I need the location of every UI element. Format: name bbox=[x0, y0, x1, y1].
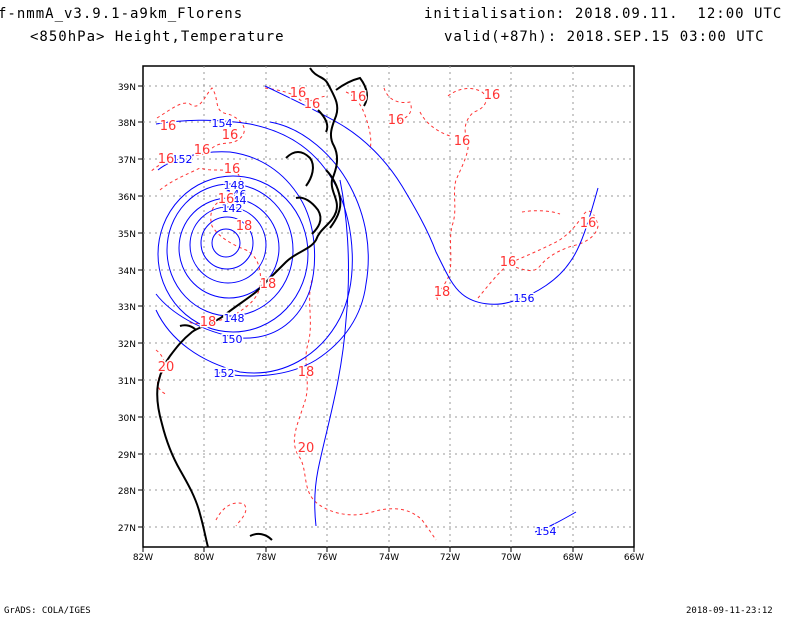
lon-label: 74W bbox=[379, 553, 399, 563]
temperature-label: 16 bbox=[500, 255, 517, 270]
lon-label: 70W bbox=[501, 553, 521, 563]
lat-label: 38N bbox=[118, 119, 136, 129]
temperature-label: 16 bbox=[454, 134, 471, 149]
lat-label: 29N bbox=[118, 451, 136, 461]
lat-label: 32N bbox=[118, 340, 136, 350]
latitude-labels: 27N 28N 29N 30N 31N 32N 33N 34N 35N 36N 37N 38N 39N bbox=[118, 83, 136, 534]
temperature-label: 16 bbox=[194, 143, 211, 158]
height-label: 142 bbox=[222, 202, 243, 215]
lat-label: 30N bbox=[118, 414, 136, 424]
temperature-label: 16 bbox=[160, 119, 177, 134]
lat-label: 37N bbox=[118, 156, 136, 166]
coastline bbox=[156, 67, 368, 548]
height-label: 154 bbox=[212, 117, 233, 130]
temperature-label: 18 bbox=[236, 219, 253, 234]
lat-label: 31N bbox=[118, 377, 136, 387]
height-label: 146 bbox=[226, 188, 247, 201]
init-time: initialisation: 2018.09.11. 12:00 UTC bbox=[424, 6, 783, 22]
lat-label: 35N bbox=[118, 230, 136, 240]
lon-label: 76W bbox=[317, 553, 337, 563]
temperature-label: 18 bbox=[298, 365, 315, 380]
height-label: 154 bbox=[536, 525, 557, 538]
field-title: <850hPa> Height,Temperature bbox=[30, 29, 285, 45]
temperature-contours bbox=[149, 87, 599, 541]
temperature-label: 16 bbox=[158, 152, 175, 167]
lat-label: 34N bbox=[118, 267, 136, 277]
lat-label: 36N bbox=[118, 193, 136, 203]
temperature-label: 16 bbox=[290, 86, 307, 101]
model-title: f-nmmA_v3.9.1-a9km_Florens bbox=[0, 6, 244, 22]
height-label: 148 bbox=[224, 312, 245, 325]
lon-label: 66W bbox=[624, 553, 644, 563]
temperature-label: 16 bbox=[304, 97, 321, 112]
height-label: 144 bbox=[226, 194, 247, 207]
height-label: 152 bbox=[172, 153, 193, 166]
height-label: 152 bbox=[214, 367, 235, 380]
axis-ticks bbox=[138, 85, 635, 552]
lon-label: 80W bbox=[194, 553, 214, 563]
lon-label: 68W bbox=[563, 553, 583, 563]
lon-label: 72W bbox=[440, 553, 460, 563]
temperature-label: 16 bbox=[388, 113, 405, 128]
lat-label: 27N bbox=[118, 524, 136, 534]
temperature-label: 16 bbox=[350, 90, 367, 105]
height-label: 156 bbox=[514, 292, 535, 305]
lon-label: 78W bbox=[256, 553, 276, 563]
height-label: 148 bbox=[224, 179, 245, 192]
temperature-label: 18 bbox=[434, 285, 451, 300]
lon-label: 82W bbox=[133, 553, 153, 563]
grid bbox=[143, 66, 634, 547]
height-contours bbox=[155, 85, 599, 533]
temperature-label: 20 bbox=[298, 441, 315, 456]
longitude-labels: 82W 80W 78W 76W 74W 72W 70W 68W 66W bbox=[133, 553, 644, 563]
height-label: 150 bbox=[222, 333, 243, 346]
render-timestamp: 2018-09-11-23:12 bbox=[686, 606, 773, 616]
lat-label: 39N bbox=[118, 83, 136, 93]
lat-label: 28N bbox=[118, 487, 136, 497]
temperature-label: 16 bbox=[218, 192, 235, 207]
temperature-label: 16 bbox=[484, 88, 501, 103]
temperature-label: 16 bbox=[224, 162, 241, 177]
lat-label: 33N bbox=[118, 303, 136, 313]
temperature-label: 18 bbox=[260, 277, 277, 292]
temperature-label: 18 bbox=[200, 315, 217, 330]
temperature-label: 20 bbox=[158, 360, 175, 375]
temperature-label: 16 bbox=[222, 128, 239, 143]
valid-time: valid(+87h): 2018.SEP.15 03:00 UTC bbox=[444, 29, 765, 45]
temperature-label: 16 bbox=[580, 216, 597, 231]
software-credit: GrADS: COLA/IGES bbox=[4, 606, 91, 616]
